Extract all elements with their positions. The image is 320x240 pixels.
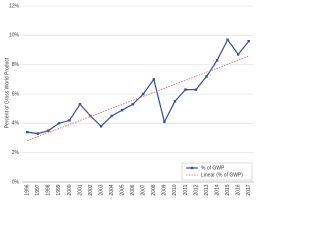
x-tick-label: 2016 bbox=[236, 184, 242, 195]
legend-label: % of GWP bbox=[201, 165, 225, 171]
data-point bbox=[36, 132, 40, 135]
y-tick-label: 10% bbox=[9, 33, 20, 39]
x-tick-label: 2011 bbox=[183, 184, 189, 195]
x-tick-label: 1996 bbox=[25, 184, 31, 195]
data-point bbox=[205, 75, 208, 78]
x-tick-label: 1999 bbox=[56, 184, 62, 195]
data-point bbox=[226, 38, 229, 41]
trend-line bbox=[27, 55, 249, 142]
data-point bbox=[184, 88, 187, 91]
data-point bbox=[215, 59, 219, 62]
y-tick-label: 12% bbox=[9, 3, 20, 9]
y-tick-label: 0% bbox=[12, 179, 20, 185]
legend-swatch bbox=[190, 166, 194, 170]
x-tick-label: 2015 bbox=[225, 184, 231, 195]
x-tick-label: 2000 bbox=[67, 184, 73, 195]
x-tick-label: 2017 bbox=[246, 184, 252, 195]
data-point bbox=[152, 78, 156, 81]
data-line bbox=[27, 38, 250, 135]
x-tick-label: 2009 bbox=[162, 184, 168, 195]
legend-box bbox=[181, 162, 253, 181]
data-point bbox=[131, 103, 134, 106]
data-point bbox=[78, 103, 82, 106]
x-tick-label: 1997 bbox=[35, 184, 41, 195]
data-point bbox=[99, 125, 103, 128]
data-point bbox=[47, 129, 50, 132]
data-point bbox=[120, 108, 124, 112]
data-point bbox=[173, 100, 177, 103]
legend-label: Linear (% of GWP) bbox=[201, 172, 243, 178]
data-point bbox=[194, 88, 198, 91]
data-point bbox=[26, 130, 29, 134]
x-tick-label: 2010 bbox=[172, 184, 178, 195]
x-tick-label: 2012 bbox=[193, 184, 199, 195]
x-tick-label: 2005 bbox=[120, 184, 126, 195]
data-point bbox=[236, 53, 240, 56]
x-tick-label: 2007 bbox=[141, 184, 147, 195]
x-tick-label: 1998 bbox=[46, 184, 52, 195]
data-point bbox=[57, 122, 61, 125]
x-tick-label: 2001 bbox=[77, 184, 83, 195]
y-tick-label: 8% bbox=[12, 62, 20, 68]
data-point bbox=[247, 40, 250, 43]
data-point bbox=[163, 120, 166, 124]
y-tick-label: 6% bbox=[12, 91, 20, 97]
y-tick-label: 2% bbox=[12, 150, 20, 156]
x-tick-label: 2014 bbox=[214, 184, 220, 195]
data-point bbox=[89, 114, 92, 118]
x-tick-label: 2013 bbox=[204, 184, 210, 195]
x-tick-label: 2008 bbox=[151, 184, 157, 195]
x-tick-label: 2004 bbox=[109, 184, 115, 195]
x-tick-label: 2002 bbox=[88, 184, 94, 195]
data-point bbox=[142, 92, 145, 96]
y-axis-title: Percent of Gross World Product bbox=[4, 57, 10, 128]
data-point bbox=[110, 114, 113, 118]
data-point bbox=[68, 119, 71, 122]
y-tick-label: 4% bbox=[12, 121, 20, 127]
x-tick-label: 2003 bbox=[98, 184, 104, 195]
chart: Percent of Gross World Product 0% 2% 4% 6% 8… bbox=[4, 3, 254, 196]
x-tick-label: 2006 bbox=[130, 184, 136, 195]
